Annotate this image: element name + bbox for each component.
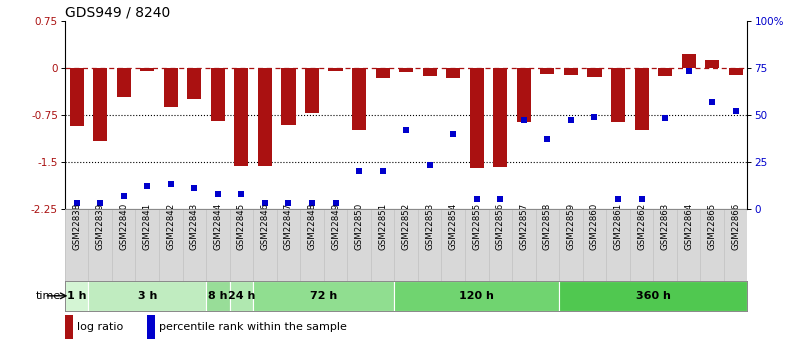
Text: time: time [36,291,61,301]
Bar [187,68,202,99]
Bar [729,68,743,75]
Bar [65,281,89,310]
Point [683,69,695,74]
Bar [234,68,248,166]
Bar [116,68,131,97]
Bar [422,68,437,76]
Bar [70,68,84,126]
Point [282,200,295,206]
Point [94,200,107,206]
Point [117,193,130,198]
Bar [376,68,390,78]
Bar [705,60,719,68]
Bar [164,68,178,107]
Bar [89,281,206,310]
Bar [229,281,253,310]
Bar [147,315,155,339]
Bar [682,54,696,68]
Point [400,127,413,132]
Bar [658,68,672,76]
Point [659,116,672,121]
Bar [588,68,601,77]
Text: 8 h: 8 h [208,291,228,301]
Bar [352,68,366,130]
Point [259,200,271,206]
Point [188,185,201,191]
Point [589,114,601,119]
Point [235,191,248,196]
Point [70,200,83,206]
Point [211,191,224,196]
Point [635,197,648,202]
Bar [140,68,154,71]
Bar [253,281,395,310]
Text: log ratio: log ratio [78,322,123,332]
Bar [611,68,625,122]
Bar [258,68,272,166]
Point [494,197,507,202]
Point [165,181,177,187]
Bar [93,68,108,141]
Point [141,184,153,189]
Point [423,163,436,168]
Point [447,131,460,136]
Bar [399,68,413,72]
Point [471,197,483,202]
Text: 120 h: 120 h [460,291,494,301]
Bar [206,281,229,310]
Text: percentile rank within the sample: percentile rank within the sample [159,322,347,332]
Point [305,200,318,206]
Bar [446,68,460,78]
Point [565,118,577,123]
Bar [282,68,296,125]
Point [611,197,624,202]
Point [729,108,742,114]
Text: GDS949 / 8240: GDS949 / 8240 [65,6,170,20]
Bar [540,68,554,74]
Point [377,168,389,174]
Bar [65,315,73,339]
Point [329,200,342,206]
Text: 1 h: 1 h [67,291,86,301]
Point [541,136,554,142]
Bar [634,68,649,130]
Bar [305,68,319,114]
Bar [564,68,578,75]
Bar [517,68,531,122]
Text: 72 h: 72 h [310,291,338,301]
Bar [494,68,507,167]
Bar [470,68,484,168]
Bar [211,68,225,121]
Text: 3 h: 3 h [138,291,157,301]
Point [353,168,365,174]
Text: 360 h: 360 h [636,291,671,301]
Bar [395,281,559,310]
Point [706,99,718,104]
Point [517,118,530,123]
Bar [328,68,343,71]
Bar [559,281,747,310]
Text: 24 h: 24 h [228,291,255,301]
